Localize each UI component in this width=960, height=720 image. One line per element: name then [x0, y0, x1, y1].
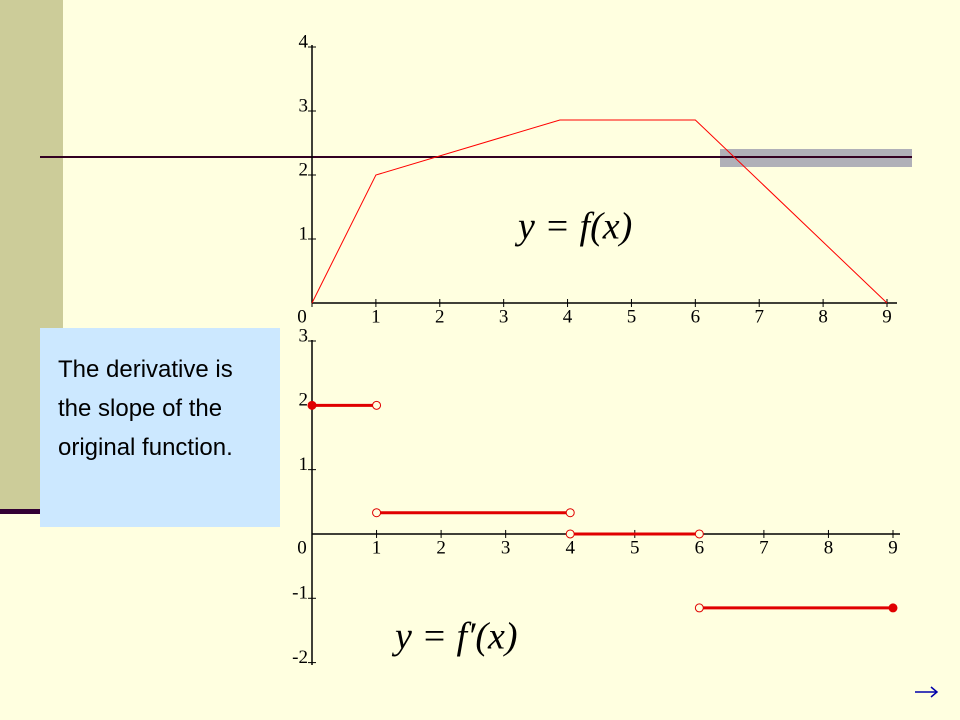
- open-endpoint: [694, 603, 704, 613]
- x-tick-label: 5: [630, 537, 640, 558]
- open-endpoint: [372, 400, 382, 410]
- text-box: The derivative is the slope of the origi…: [40, 328, 280, 527]
- x-tick-label: 3: [499, 306, 509, 327]
- y-tick-label: 2: [299, 159, 309, 180]
- x-tick-label: 2: [436, 537, 446, 558]
- x-tick-label: 9: [882, 306, 892, 327]
- x-tick-label: 1: [372, 537, 382, 558]
- x-tick-label: 1: [371, 306, 381, 327]
- x-tick-label: 4: [563, 306, 573, 327]
- function-line: [311, 119, 888, 304]
- equation: y = f(x): [514, 206, 632, 248]
- x-tick-label: 4: [565, 537, 575, 558]
- y-tick-label: 3: [299, 95, 309, 116]
- next-button[interactable]: [915, 686, 939, 698]
- x-tick-label: 8: [818, 306, 828, 327]
- y-tick-label: -2: [292, 647, 308, 668]
- x-tick-label: 3: [501, 537, 511, 558]
- open-endpoint: [565, 529, 575, 539]
- x-tick-label: 8: [824, 537, 834, 558]
- x-tick-label: 0: [297, 306, 307, 327]
- x-tick-label: 9: [888, 537, 898, 558]
- open-endpoint: [565, 508, 575, 518]
- closed-endpoint: [888, 603, 898, 613]
- closed-endpoint: [307, 400, 317, 410]
- y-tick-label: 3: [299, 325, 309, 346]
- y-tick-label: 1: [299, 223, 309, 244]
- x-tick-label: 7: [754, 306, 764, 327]
- x-tick-label: 7: [759, 537, 769, 558]
- y-tick-label: 1: [299, 454, 309, 475]
- equation: y = f′(x): [391, 616, 518, 658]
- y-tick-label: 4: [299, 31, 309, 52]
- sidebar-rule: [0, 509, 42, 514]
- open-endpoint: [372, 508, 382, 518]
- x-tick-label: 5: [627, 306, 637, 327]
- x-tick-label: 0: [297, 537, 307, 558]
- y-tick-label: 2: [299, 390, 309, 411]
- open-endpoint: [694, 529, 704, 539]
- text-box-text: The derivative is the slope of the origi…: [58, 356, 233, 461]
- x-tick-label: 2: [435, 306, 445, 327]
- x-tick-label: 6: [691, 306, 701, 327]
- x-tick-label: 6: [695, 537, 705, 558]
- y-tick-label: -1: [292, 583, 308, 604]
